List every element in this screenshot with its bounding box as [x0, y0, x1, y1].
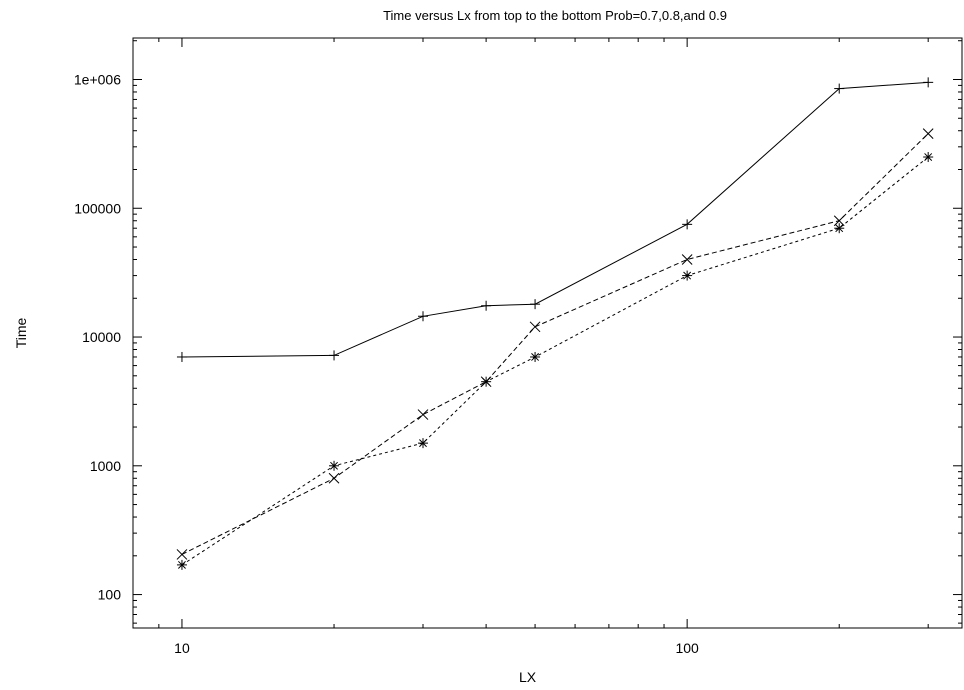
- data-point: [329, 460, 340, 471]
- data-point: [481, 376, 492, 387]
- series-layer: [176, 77, 934, 570]
- series-1: [176, 77, 934, 362]
- data-point: [417, 311, 428, 322]
- y-tick-label: 1000: [90, 458, 121, 474]
- data-point: [481, 300, 492, 311]
- y-tick-label: 1e+006: [74, 71, 121, 87]
- y-tick-label: 10000: [82, 329, 121, 345]
- x-axis-ticks: 10 100: [132, 38, 929, 656]
- y-axis-ticks: 100 1000 10000 100000 1e+006: [74, 40, 962, 624]
- x-tick-label: 10: [174, 640, 190, 656]
- data-point: [681, 254, 693, 265]
- data-point: [530, 299, 541, 310]
- data-point: [176, 549, 188, 560]
- data-point: [417, 409, 429, 420]
- y-tick-label: 100000: [74, 200, 121, 216]
- data-point: [923, 77, 934, 88]
- data-point: [417, 438, 428, 449]
- chart-title: Time versus Lx from top to the bottom Pr…: [383, 8, 727, 23]
- data-point: [834, 83, 845, 94]
- data-point: [329, 350, 340, 361]
- data-point: [834, 223, 845, 234]
- y-axis-label: Time: [13, 317, 29, 348]
- data-point: [530, 351, 541, 362]
- series-3: [176, 152, 934, 570]
- plot-frame: [132, 37, 963, 629]
- data-point: [682, 219, 693, 230]
- data-point: [176, 351, 187, 362]
- series-line: [181, 156, 929, 566]
- data-point: [328, 472, 340, 484]
- series-line: [181, 133, 929, 555]
- data-point: [682, 270, 693, 281]
- y-tick-label: 100: [98, 587, 122, 603]
- data-point: [833, 215, 845, 227]
- data-point: [176, 559, 187, 570]
- x-axis-label: LX: [519, 669, 537, 685]
- data-point: [529, 321, 541, 333]
- data-point: [923, 152, 934, 163]
- data-point: [922, 128, 934, 139]
- x-tick-label: 100: [675, 640, 699, 656]
- series-2: [176, 128, 934, 560]
- series-line: [181, 81, 929, 358]
